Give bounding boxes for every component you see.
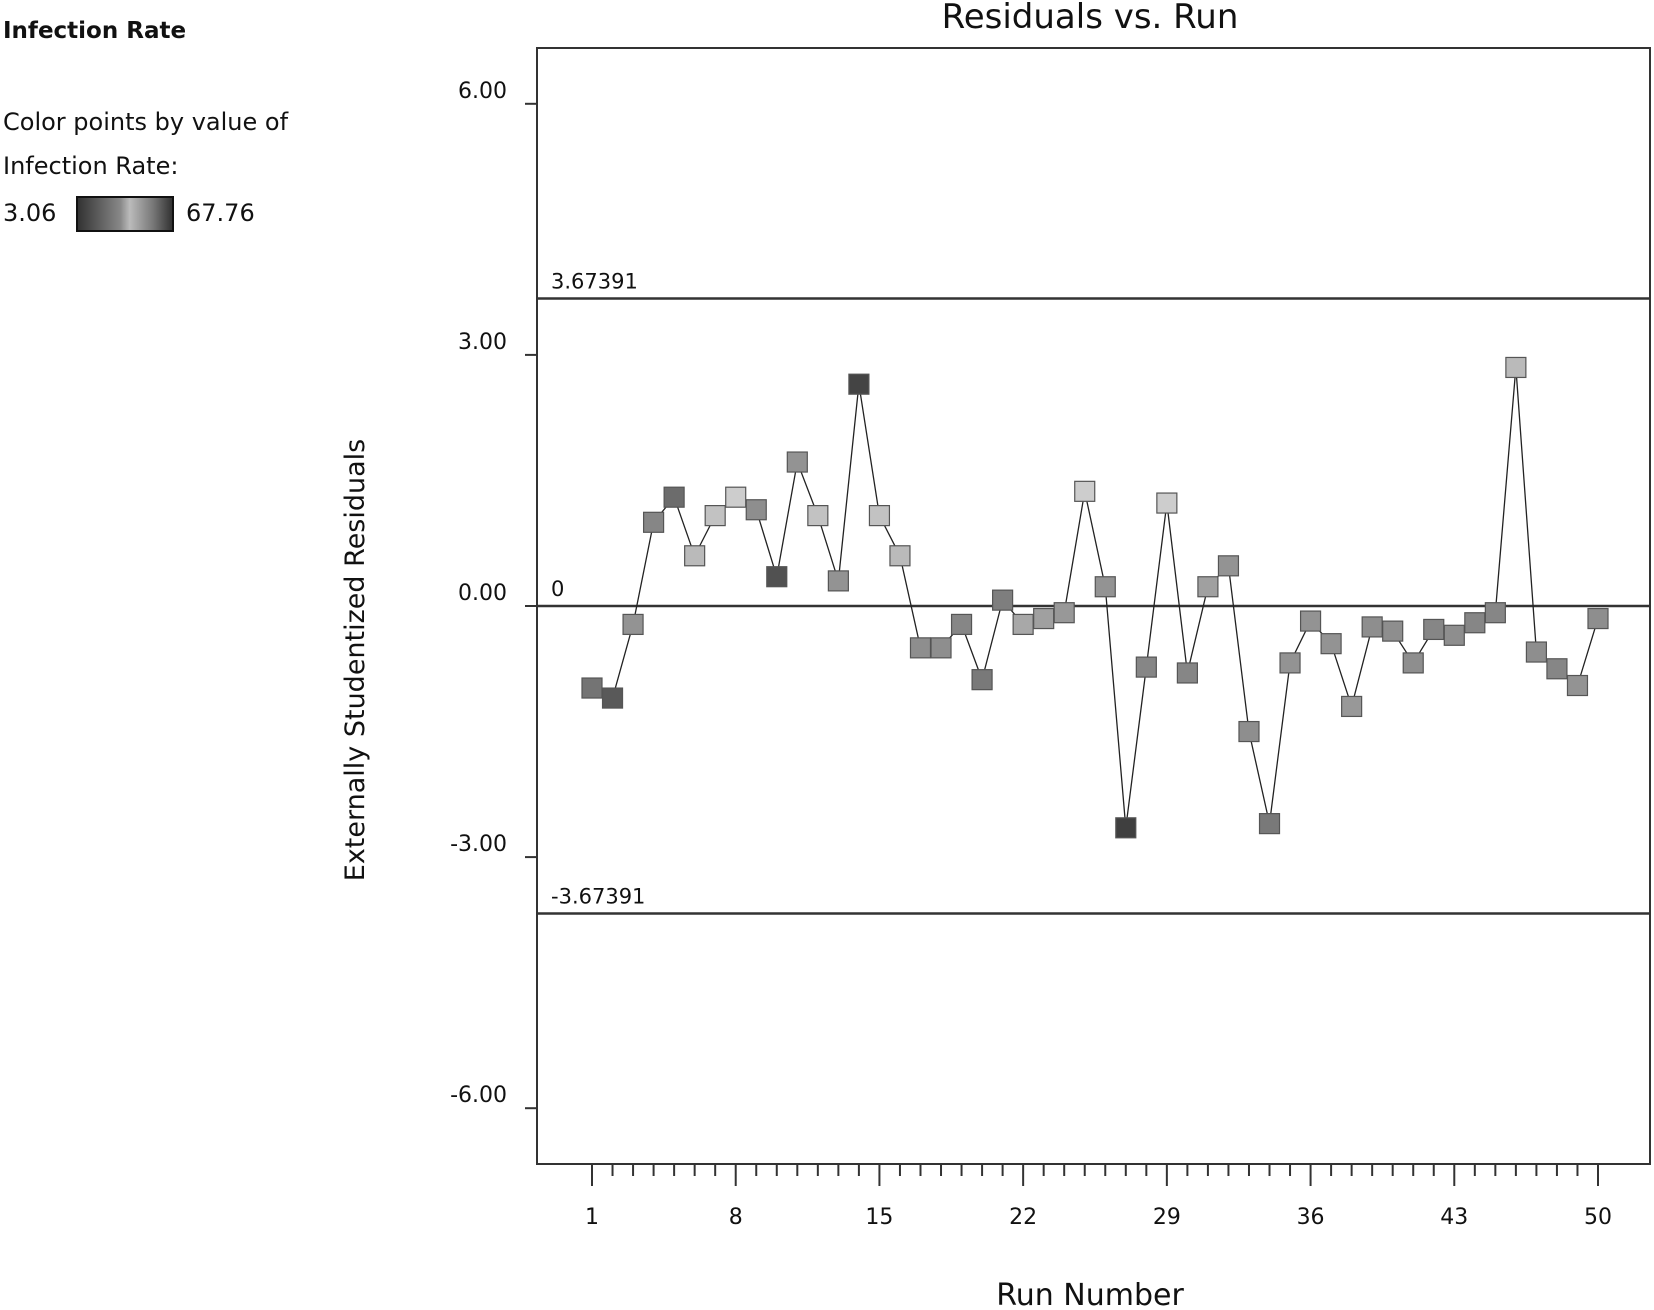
data-point: [1197, 576, 1219, 598]
x-tick-label: 29: [1153, 1205, 1181, 1230]
data-point: [1320, 633, 1342, 655]
data-point: [1505, 356, 1527, 379]
data-point: [725, 486, 747, 508]
data-point: [1135, 656, 1157, 678]
data-point: [1443, 624, 1465, 646]
data-point: [1587, 607, 1609, 630]
y-tick-label: 6.00: [458, 79, 507, 104]
data-points: [581, 356, 1609, 839]
x-tick-label: 36: [1297, 1205, 1325, 1230]
data-point: [622, 613, 644, 636]
reference-line-label: 3.67391: [551, 269, 638, 293]
data-point: [909, 637, 932, 659]
x-tick-label: 8: [729, 1205, 743, 1230]
data-point: [1464, 612, 1486, 634]
data-point: [642, 511, 665, 533]
data-point: [1074, 480, 1096, 502]
x-tick-label: 1: [585, 1205, 599, 1230]
data-point: [786, 451, 808, 473]
data-point: [1258, 813, 1281, 835]
x-axis: 1 8 15 22 29 36 43 50: [585, 1164, 1612, 1230]
legend-color-gradient-bar: [76, 196, 174, 232]
data-point: [704, 505, 726, 527]
data-point: [807, 505, 829, 527]
data-point: [950, 613, 973, 636]
reference-lines: 3.67391 0 -3.67391: [537, 269, 1650, 915]
data-point: [1382, 620, 1404, 642]
data-point: [766, 566, 788, 588]
data-point: [1423, 618, 1445, 641]
data-point: [889, 545, 911, 567]
x-tick-label: 50: [1584, 1205, 1612, 1230]
x-tick-label: 22: [1009, 1205, 1037, 1230]
y-axis-label: Externally Studentized Residuals: [340, 439, 371, 881]
data-point: [1156, 492, 1178, 514]
data-point: [1566, 674, 1589, 697]
x-tick-label: 15: [865, 1205, 893, 1230]
series-line: [591, 367, 1599, 828]
data-point: [1546, 658, 1568, 680]
data-point: [1402, 652, 1424, 674]
data-point: [663, 486, 685, 508]
data-point: [1361, 616, 1383, 638]
reference-line-label: -3.67391: [551, 885, 645, 909]
data-point: [1115, 817, 1137, 839]
data-point: [1033, 607, 1055, 630]
reference-line-label: 0: [551, 577, 564, 601]
data-point: [1053, 602, 1075, 624]
y-tick-label: 0.00: [458, 581, 507, 606]
data-point: [581, 677, 603, 699]
data-point: [1012, 613, 1034, 636]
y-tick-label: 3.00: [458, 330, 507, 355]
data-point: [1341, 695, 1363, 718]
legend-description-line2: Infection Rate:: [3, 152, 179, 180]
data-point: [827, 570, 849, 592]
x-tick-label: 43: [1440, 1205, 1468, 1230]
data-point: [1217, 555, 1240, 577]
chart-title: Residuals vs. Run: [942, 0, 1239, 37]
legend-max-label: 67.76: [186, 199, 255, 227]
data-point: [848, 373, 870, 395]
data-point: [1094, 576, 1116, 598]
data-point: [601, 687, 624, 709]
series-connector: [591, 367, 1599, 828]
data-point: [1299, 610, 1322, 632]
legend-heading: Infection Rate: [3, 18, 187, 44]
data-point: [684, 545, 706, 567]
data-point: [868, 505, 891, 527]
y-tick-label: -3.00: [450, 832, 507, 857]
y-axis: 6.00 3.00 0.00 -3.00 -6.00: [450, 79, 537, 1110]
data-point: [745, 499, 767, 521]
legend-description-line1: Color points by value of: [3, 108, 289, 136]
data-point: [1238, 720, 1260, 743]
data-point: [930, 637, 952, 659]
x-axis-label: Run Number: [996, 1278, 1184, 1310]
y-tick-label: -6.00: [450, 1083, 507, 1108]
legend-min-label: 3.06: [3, 199, 57, 227]
data-point: [1525, 641, 1548, 663]
data-point: [992, 589, 1014, 611]
data-point: [1484, 602, 1506, 624]
data-point: [1279, 652, 1301, 674]
data-point: [1176, 662, 1198, 684]
data-point: [971, 669, 993, 691]
